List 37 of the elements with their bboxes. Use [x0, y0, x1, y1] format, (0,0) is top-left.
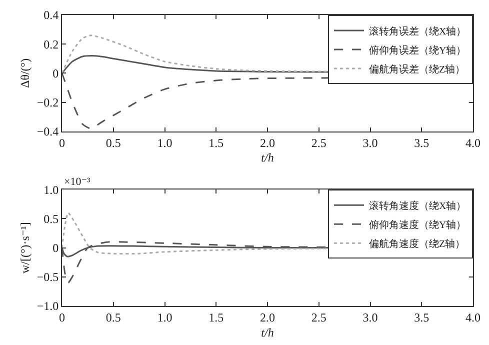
x-tick-label: 1.5 — [208, 136, 224, 150]
x-tick-label: 1.0 — [157, 310, 172, 324]
y-tick-label: −0.4 — [36, 124, 59, 139]
y-tick-label: 0 — [52, 241, 59, 255]
x-tick-label: 2.5 — [311, 136, 326, 150]
legend-label: 偏航角误差（绕Z轴） — [369, 63, 466, 76]
legend-label: 俯仰角速度（绕Y轴） — [369, 219, 466, 231]
y-tick-label: −1.0 — [36, 299, 59, 314]
x-tick-label: 3.0 — [362, 136, 378, 150]
y-tick-label: −0.5 — [36, 270, 59, 284]
legend-label: 偏航角速度（绕Z轴） — [369, 238, 466, 250]
legend-label: 滚转角速度（绕X轴） — [369, 200, 466, 212]
y-tick-label: −0.2 — [36, 96, 59, 110]
x-tick-label: 2.5 — [311, 310, 326, 324]
legend-label: 俯仰角误差（绕Y轴） — [369, 44, 466, 56]
y-tick-label: 0 — [52, 66, 59, 80]
y-tick-label: 0.2 — [44, 37, 59, 52]
x-tick-label: 4.0 — [466, 310, 480, 324]
x-tick-label: 3.5 — [414, 310, 430, 324]
x-tick-label: 3.0 — [362, 310, 378, 324]
x-tick-label: 4.0 — [466, 136, 480, 150]
y-tick-label: 1.0 — [44, 182, 59, 197]
x-tick-label: 3.5 — [414, 136, 430, 150]
y-axis-title: Δθ/(°) — [18, 58, 32, 88]
x-tick-label: 2.0 — [260, 136, 275, 150]
y-tick-label: 0.4 — [44, 8, 59, 22]
x-axis-title: t/h — [261, 150, 274, 165]
x-tick-label: 2.0 — [260, 310, 275, 324]
x-tick-label: 1.5 — [208, 310, 224, 324]
y-axis-title: w/[(°)·s⁻¹] — [18, 222, 32, 274]
x-tick-label: 0.5 — [106, 310, 121, 324]
text: ×10⁻³ — [64, 176, 92, 188]
x-tick-label: 0.5 — [106, 136, 121, 150]
y-tick-label: 0.5 — [44, 212, 59, 226]
x-axis-title: t/h — [261, 325, 274, 340]
legend-label: 滚转角误差（绕X轴） — [369, 25, 466, 38]
x-tick-label: 1.0 — [157, 136, 172, 150]
